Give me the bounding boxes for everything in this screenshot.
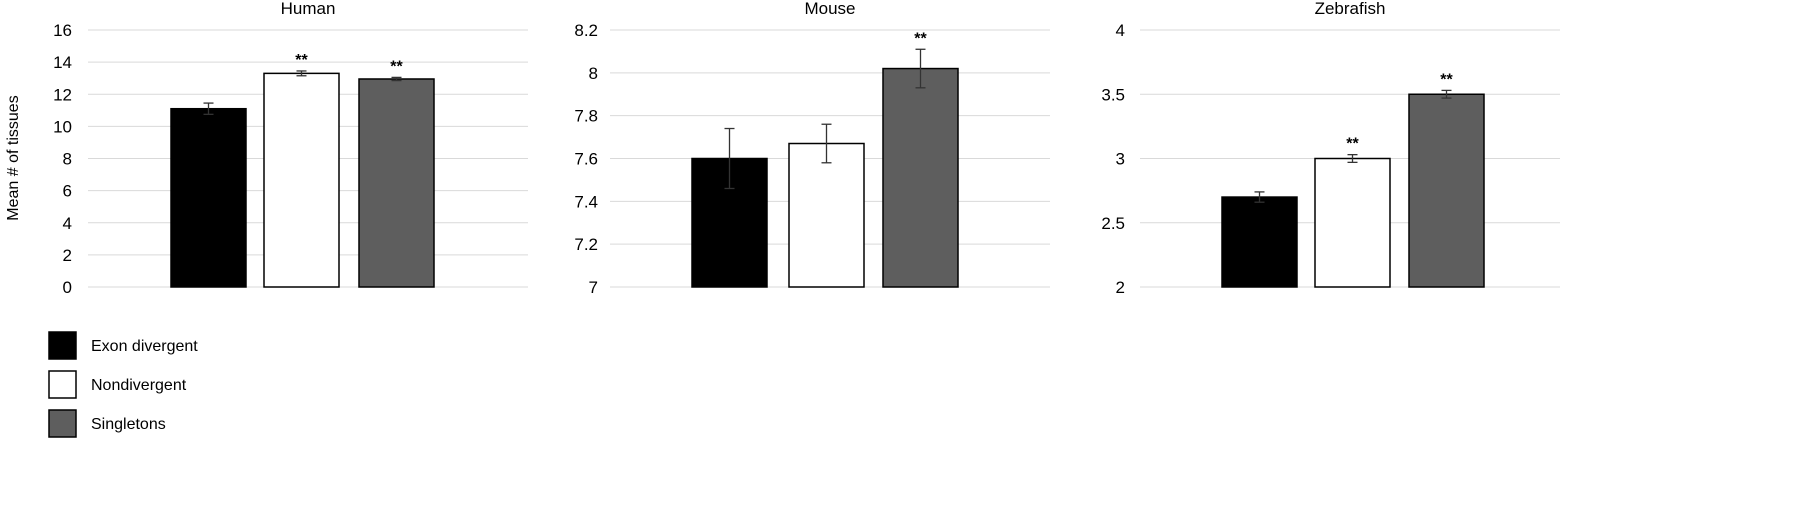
y-tick-label: 0 — [63, 278, 72, 297]
legend: Exon divergent Nondivergent Singletons — [48, 331, 198, 438]
y-tick-label: 14 — [53, 53, 72, 72]
panel-title: Human — [281, 0, 336, 18]
bar-nondivergent — [263, 72, 340, 288]
significance-marker: ** — [914, 30, 927, 47]
y-tick-label: 8.2 — [574, 21, 598, 40]
legend-swatch — [48, 409, 77, 438]
bar-singletons — [882, 67, 959, 288]
y-tick-label: 8 — [589, 64, 598, 83]
bar-exon-divergent — [170, 107, 247, 288]
y-tick-label: 10 — [53, 117, 72, 136]
error-bar — [391, 76, 402, 82]
y-tick-label: 7 — [589, 278, 598, 297]
legend-item: Exon divergent — [48, 331, 198, 360]
legend-item: Singletons — [48, 409, 166, 438]
y-tick-label: 7.8 — [574, 107, 598, 126]
error-bar — [821, 123, 832, 164]
legend-label: Singletons — [91, 416, 166, 433]
significance-marker: ** — [1346, 136, 1359, 153]
error-bar — [1347, 153, 1358, 164]
bar-singletons — [358, 78, 435, 288]
y-tick-label: 4 — [63, 214, 72, 233]
y-tick-label: 7.6 — [574, 150, 598, 169]
bar-nondivergent — [788, 142, 865, 288]
legend-swatch — [48, 331, 77, 360]
y-tick-label: 2 — [63, 246, 72, 265]
panel-title: Mouse — [804, 0, 855, 18]
significance-marker: ** — [390, 58, 403, 75]
legend-swatch — [48, 370, 77, 399]
error-bar — [1441, 89, 1452, 99]
chart-panel-zebrafish: Zebrafish 2 2.5 3 3.5 4 ** ** — [1101, 0, 1560, 297]
bar-nondivergent — [1314, 157, 1391, 288]
y-tick-label: 2.5 — [1101, 214, 1125, 233]
y-tick-label: 3 — [1116, 150, 1125, 169]
chart-panels: Human 0 2 4 6 8 10 12 14 16 ** ** Mouse 7 7.2 7.4 7.6 7.8… — [53, 0, 1560, 297]
chart-panel-mouse: Mouse 7 7.2 7.4 7.6 7.8 8 8.2 ** — [574, 0, 1050, 297]
legend-item: Nondivergent — [48, 370, 187, 399]
y-tick-label: 12 — [53, 85, 72, 104]
error-bar — [296, 70, 307, 77]
y-tick-label: 8 — [63, 150, 72, 169]
bar-singletons — [1408, 93, 1485, 288]
error-bar — [724, 127, 735, 190]
bar-exon-divergent — [1221, 196, 1298, 288]
legend-label: Nondivergent — [91, 377, 187, 394]
y-tick-label: 6 — [63, 182, 72, 201]
error-bar — [203, 102, 214, 115]
error-bar — [1254, 191, 1265, 203]
error-bar — [915, 48, 926, 89]
significance-marker: ** — [1440, 71, 1453, 88]
y-tick-label: 4 — [1116, 21, 1125, 40]
legend-label: Exon divergent — [91, 338, 198, 355]
significance-marker: ** — [295, 52, 308, 69]
y-axis-label: Mean # of tissues — [5, 95, 22, 220]
y-tick-label: 3.5 — [1101, 85, 1125, 104]
chart-panel-human: Human 0 2 4 6 8 10 12 14 16 ** ** — [53, 0, 528, 297]
y-tick-label: 16 — [53, 21, 72, 40]
panel-title: Zebrafish — [1315, 0, 1386, 18]
y-tick-label: 2 — [1116, 278, 1125, 297]
y-tick-label: 7.2 — [574, 235, 598, 254]
y-tick-label: 7.4 — [574, 192, 598, 211]
